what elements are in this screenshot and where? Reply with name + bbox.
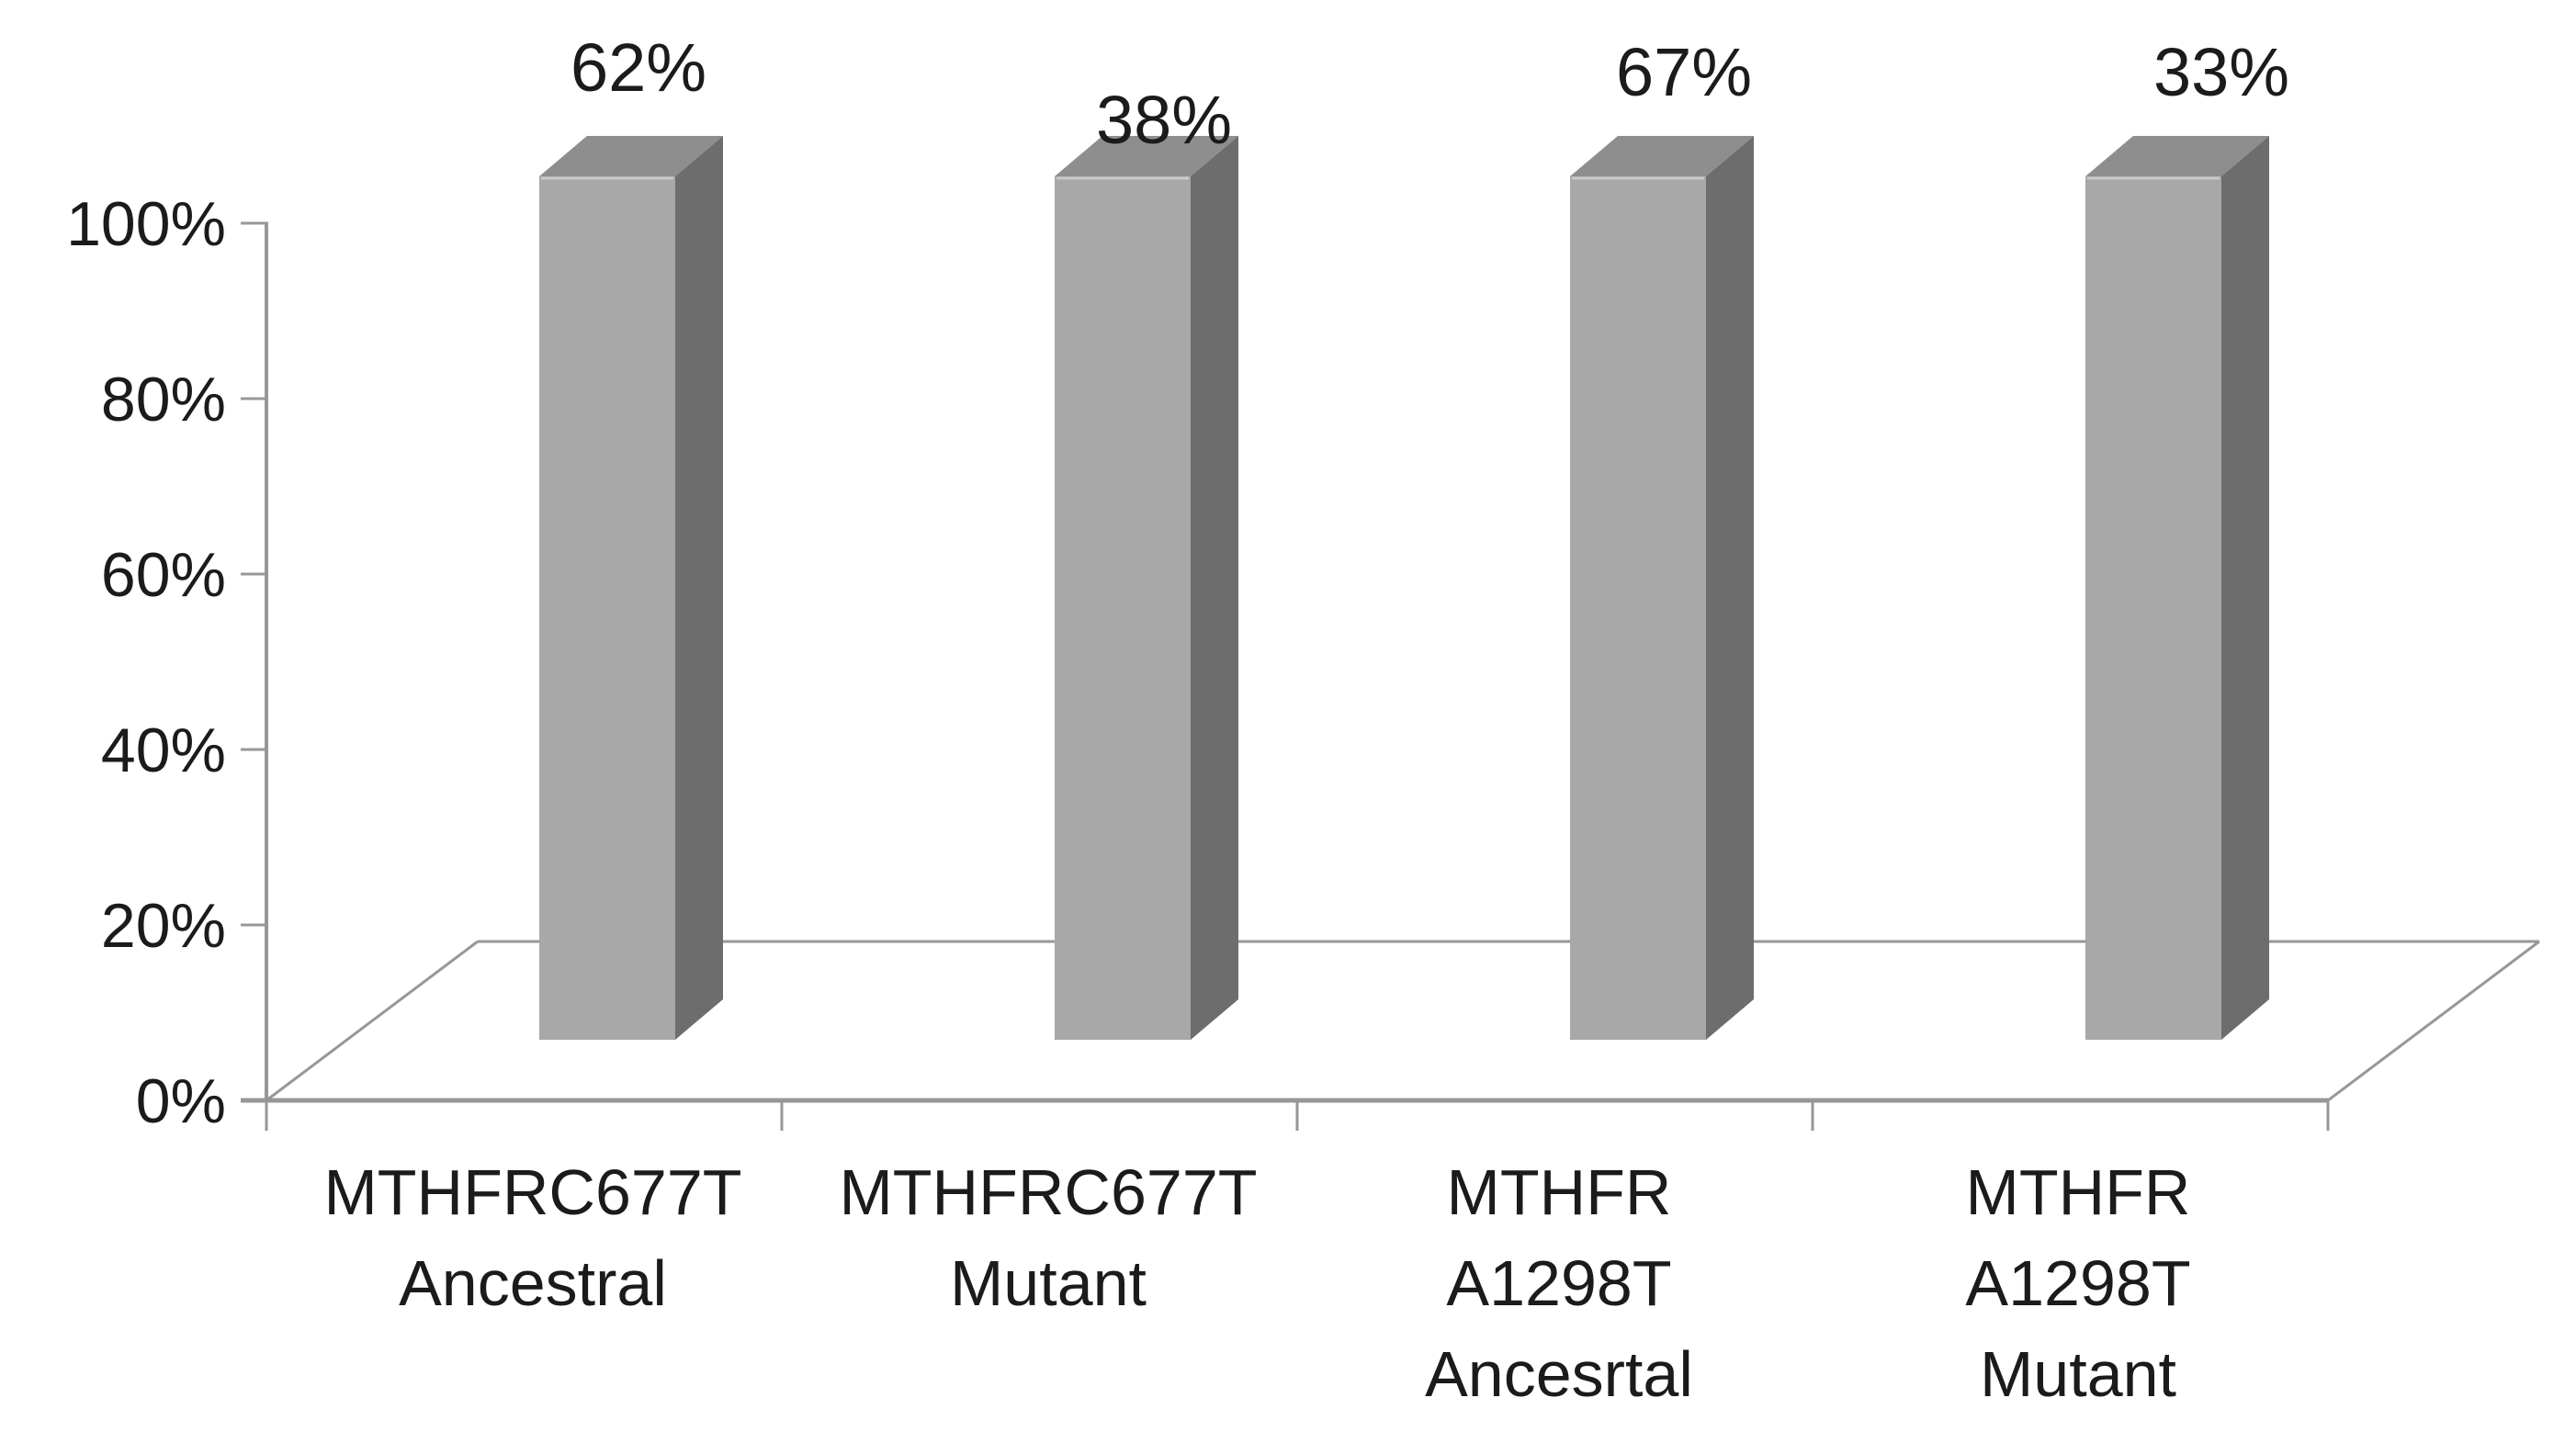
y-tick-label: 40% — [101, 716, 226, 785]
category-label: MTHFR A1298T Mutant — [1965, 1156, 2190, 1410]
bar-top-face — [1055, 136, 1238, 176]
category-label-line: MTHFR — [1447, 1156, 1672, 1228]
category-label-line: A1298T — [1965, 1247, 2190, 1319]
bar-side-face — [1706, 136, 1754, 1040]
bar-side-face — [675, 136, 723, 1040]
y-tick-label: 60% — [101, 540, 226, 610]
bar-front-face — [1055, 176, 1191, 1040]
category-label-line: MTHFRC677T — [839, 1156, 1257, 1228]
category-label-line: A1298T — [1446, 1247, 1671, 1319]
category-label-line: Mutant — [1980, 1338, 2176, 1410]
category-label-line: MTHFR — [1966, 1156, 2191, 1228]
value-label: 33% — [2153, 34, 2289, 110]
category-label-line: Mutant — [950, 1247, 1147, 1319]
category-label: MTHFRC677T Ancestral — [323, 1156, 741, 1319]
bar-top-face — [539, 136, 723, 176]
bar-top-face — [2085, 136, 2269, 176]
bar-top-face — [1570, 136, 1754, 176]
value-label: 67% — [1616, 34, 1752, 110]
bar-side-face — [1191, 136, 1238, 1040]
y-tick-label: 20% — [101, 891, 226, 961]
y-axis: 100% 80% 60% 40% 20% 0% — [66, 189, 2330, 1136]
floor-right-edge — [2327, 940, 2540, 1102]
floor-left-edge — [266, 940, 479, 1102]
bar-front-face — [2085, 176, 2221, 1040]
y-tick-label: 100% — [66, 189, 226, 259]
category-label: MTHFR A1298T Ancesrtal — [1425, 1156, 1693, 1410]
y-tick-label: 80% — [101, 365, 226, 434]
y-tick-label: 0% — [136, 1066, 226, 1136]
category-label-line: Ancesrtal — [1425, 1338, 1693, 1410]
value-labels-group: 62% 38% 67% 33% — [571, 29, 2289, 158]
bar-front-face — [1570, 176, 1706, 1040]
category-label: MTHFRC677T Mutant — [839, 1156, 1257, 1319]
category-labels-group: MTHFRC677TAncestralMTHFRC677TMutantMTHFR… — [323, 1156, 2190, 1410]
bar-side-face — [2221, 136, 2269, 1040]
bar — [1055, 136, 1238, 1040]
bar — [539, 136, 723, 1040]
bar — [2085, 136, 2269, 1040]
category-label-line: MTHFRC677T — [323, 1156, 741, 1228]
category-label-line: Ancestral — [399, 1247, 667, 1319]
bar-front-face — [539, 176, 675, 1040]
value-label: 38% — [1096, 82, 1232, 158]
bars-group — [539, 136, 2269, 1040]
bar — [1570, 136, 1754, 1040]
value-label: 62% — [571, 29, 706, 106]
